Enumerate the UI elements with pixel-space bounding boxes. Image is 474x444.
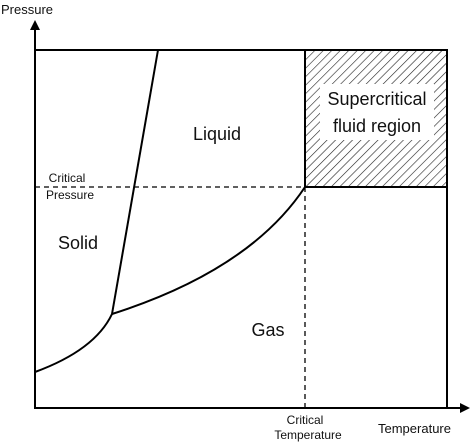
vaporization-curve xyxy=(111,186,306,315)
y-axis-label: Pressure xyxy=(1,2,53,17)
sublimation-curve xyxy=(34,313,113,373)
critical-label: Pressure xyxy=(46,188,94,202)
melting-curve xyxy=(111,49,159,315)
region-label: Solid xyxy=(58,233,98,253)
critical-label: Critical xyxy=(287,413,324,427)
region-label: Liquid xyxy=(193,124,241,144)
critical-label: Critical xyxy=(49,171,86,185)
region-label: fluid region xyxy=(333,116,421,136)
critical-label: Temperature xyxy=(274,428,342,442)
x-axis-label: Temperature xyxy=(378,421,451,436)
label-backdrop xyxy=(320,84,434,140)
region-label: Gas xyxy=(251,320,284,340)
region-label: Supercritical xyxy=(327,89,426,109)
